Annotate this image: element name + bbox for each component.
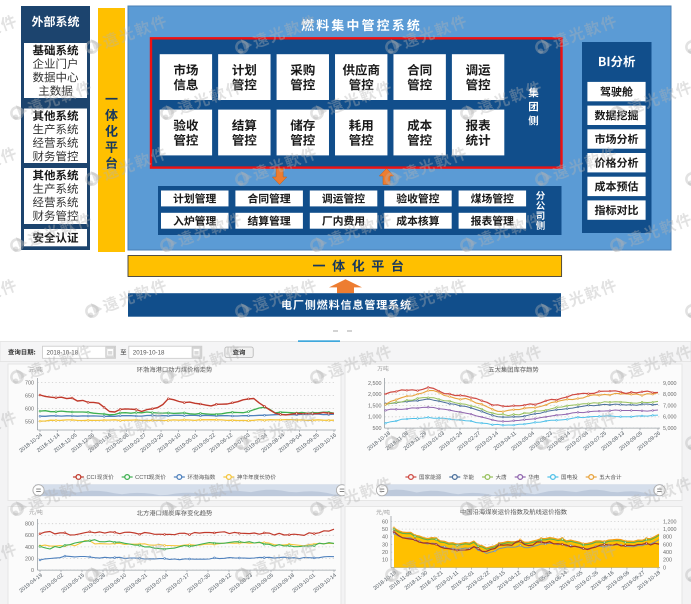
svg-text:800: 800 [663,535,672,541]
svg-text:2019-10-18: 2019-10-18 [133,349,165,356]
svg-text:7,000: 7,000 [663,403,677,409]
svg-text:1,000: 1,000 [663,527,677,533]
svg-text:2,000: 2,000 [368,392,382,398]
svg-text:700: 700 [25,380,34,386]
svg-text:30: 30 [382,542,388,548]
svg-text:800: 800 [25,522,34,528]
svg-text:400: 400 [663,550,672,556]
svg-text:0: 0 [31,568,34,574]
svg-text:200: 200 [663,558,672,564]
svg-text:200: 200 [25,556,34,562]
svg-text:400: 400 [25,545,34,551]
svg-text:0: 0 [663,565,666,571]
svg-text:600: 600 [25,533,34,539]
svg-text:8,000: 8,000 [663,392,677,398]
svg-text:600: 600 [25,406,34,412]
svg-text:1,000: 1,000 [368,415,382,421]
svg-text:50: 50 [382,527,388,533]
svg-text:60: 60 [382,519,388,525]
svg-text:1,200: 1,200 [663,519,677,525]
svg-text:500: 500 [373,426,382,432]
svg-text:2,500: 2,500 [368,381,382,387]
svg-text:5,000: 5,000 [663,426,677,432]
svg-text:40: 40 [382,535,388,541]
svg-text:CCI: CCI [86,475,96,481]
svg-text:600: 600 [663,542,672,548]
svg-text:2018-10-18: 2018-10-18 [47,349,79,356]
svg-text:650: 650 [25,393,34,399]
svg-text:1,500: 1,500 [368,403,382,409]
svg-text:20: 20 [382,550,388,556]
svg-text:9,000: 9,000 [663,381,677,387]
svg-text:6,000: 6,000 [663,415,677,421]
svg-text:10: 10 [382,558,388,564]
svg-text:550: 550 [25,420,34,426]
svg-text:CCTD: CCTD [135,475,151,481]
